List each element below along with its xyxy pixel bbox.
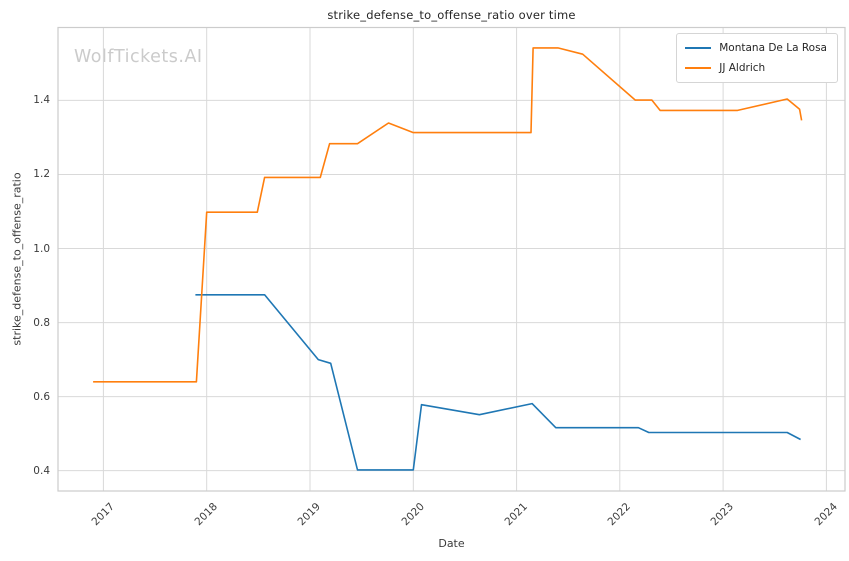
y-tick-label-0.8: 0.8 — [33, 316, 50, 329]
x-axis-label: Date — [438, 537, 465, 550]
legend-swatch-jj-aldrich — [685, 67, 712, 69]
series-line-montana-de-la-rosa — [195, 293, 801, 471]
legend-label-jj-aldrich: JJ Aldrich — [719, 62, 766, 74]
legend: Montana De La Rosa JJ Aldrich — [676, 33, 838, 83]
y-tick-label-0.6: 0.6 — [33, 390, 50, 403]
y-tick-label-1.4: 1.4 — [33, 94, 50, 107]
legend-item-montana-de-la-rosa: Montana De La Rosa — [685, 40, 827, 56]
legend-swatch-montana-de-la-rosa — [685, 47, 712, 49]
y-axis-label: strike_defense_to_offense_ratio — [10, 172, 24, 346]
legend-label-montana-de-la-rosa: Montana De La Rosa — [719, 42, 827, 54]
y-tick-label-1.2: 1.2 — [33, 168, 50, 181]
y-tick-label-0.4: 0.4 — [33, 464, 50, 477]
legend-item-jj-aldrich: JJ Aldrich — [685, 60, 827, 76]
chart-title: strike_defense_to_offense_ratio over tim… — [327, 8, 576, 22]
y-tick-label-1.0: 1.0 — [33, 242, 50, 255]
series-line-jj-aldrich — [93, 47, 803, 383]
plot-border — [57, 26, 846, 492]
watermark: WolfTickets.AI — [74, 47, 203, 67]
